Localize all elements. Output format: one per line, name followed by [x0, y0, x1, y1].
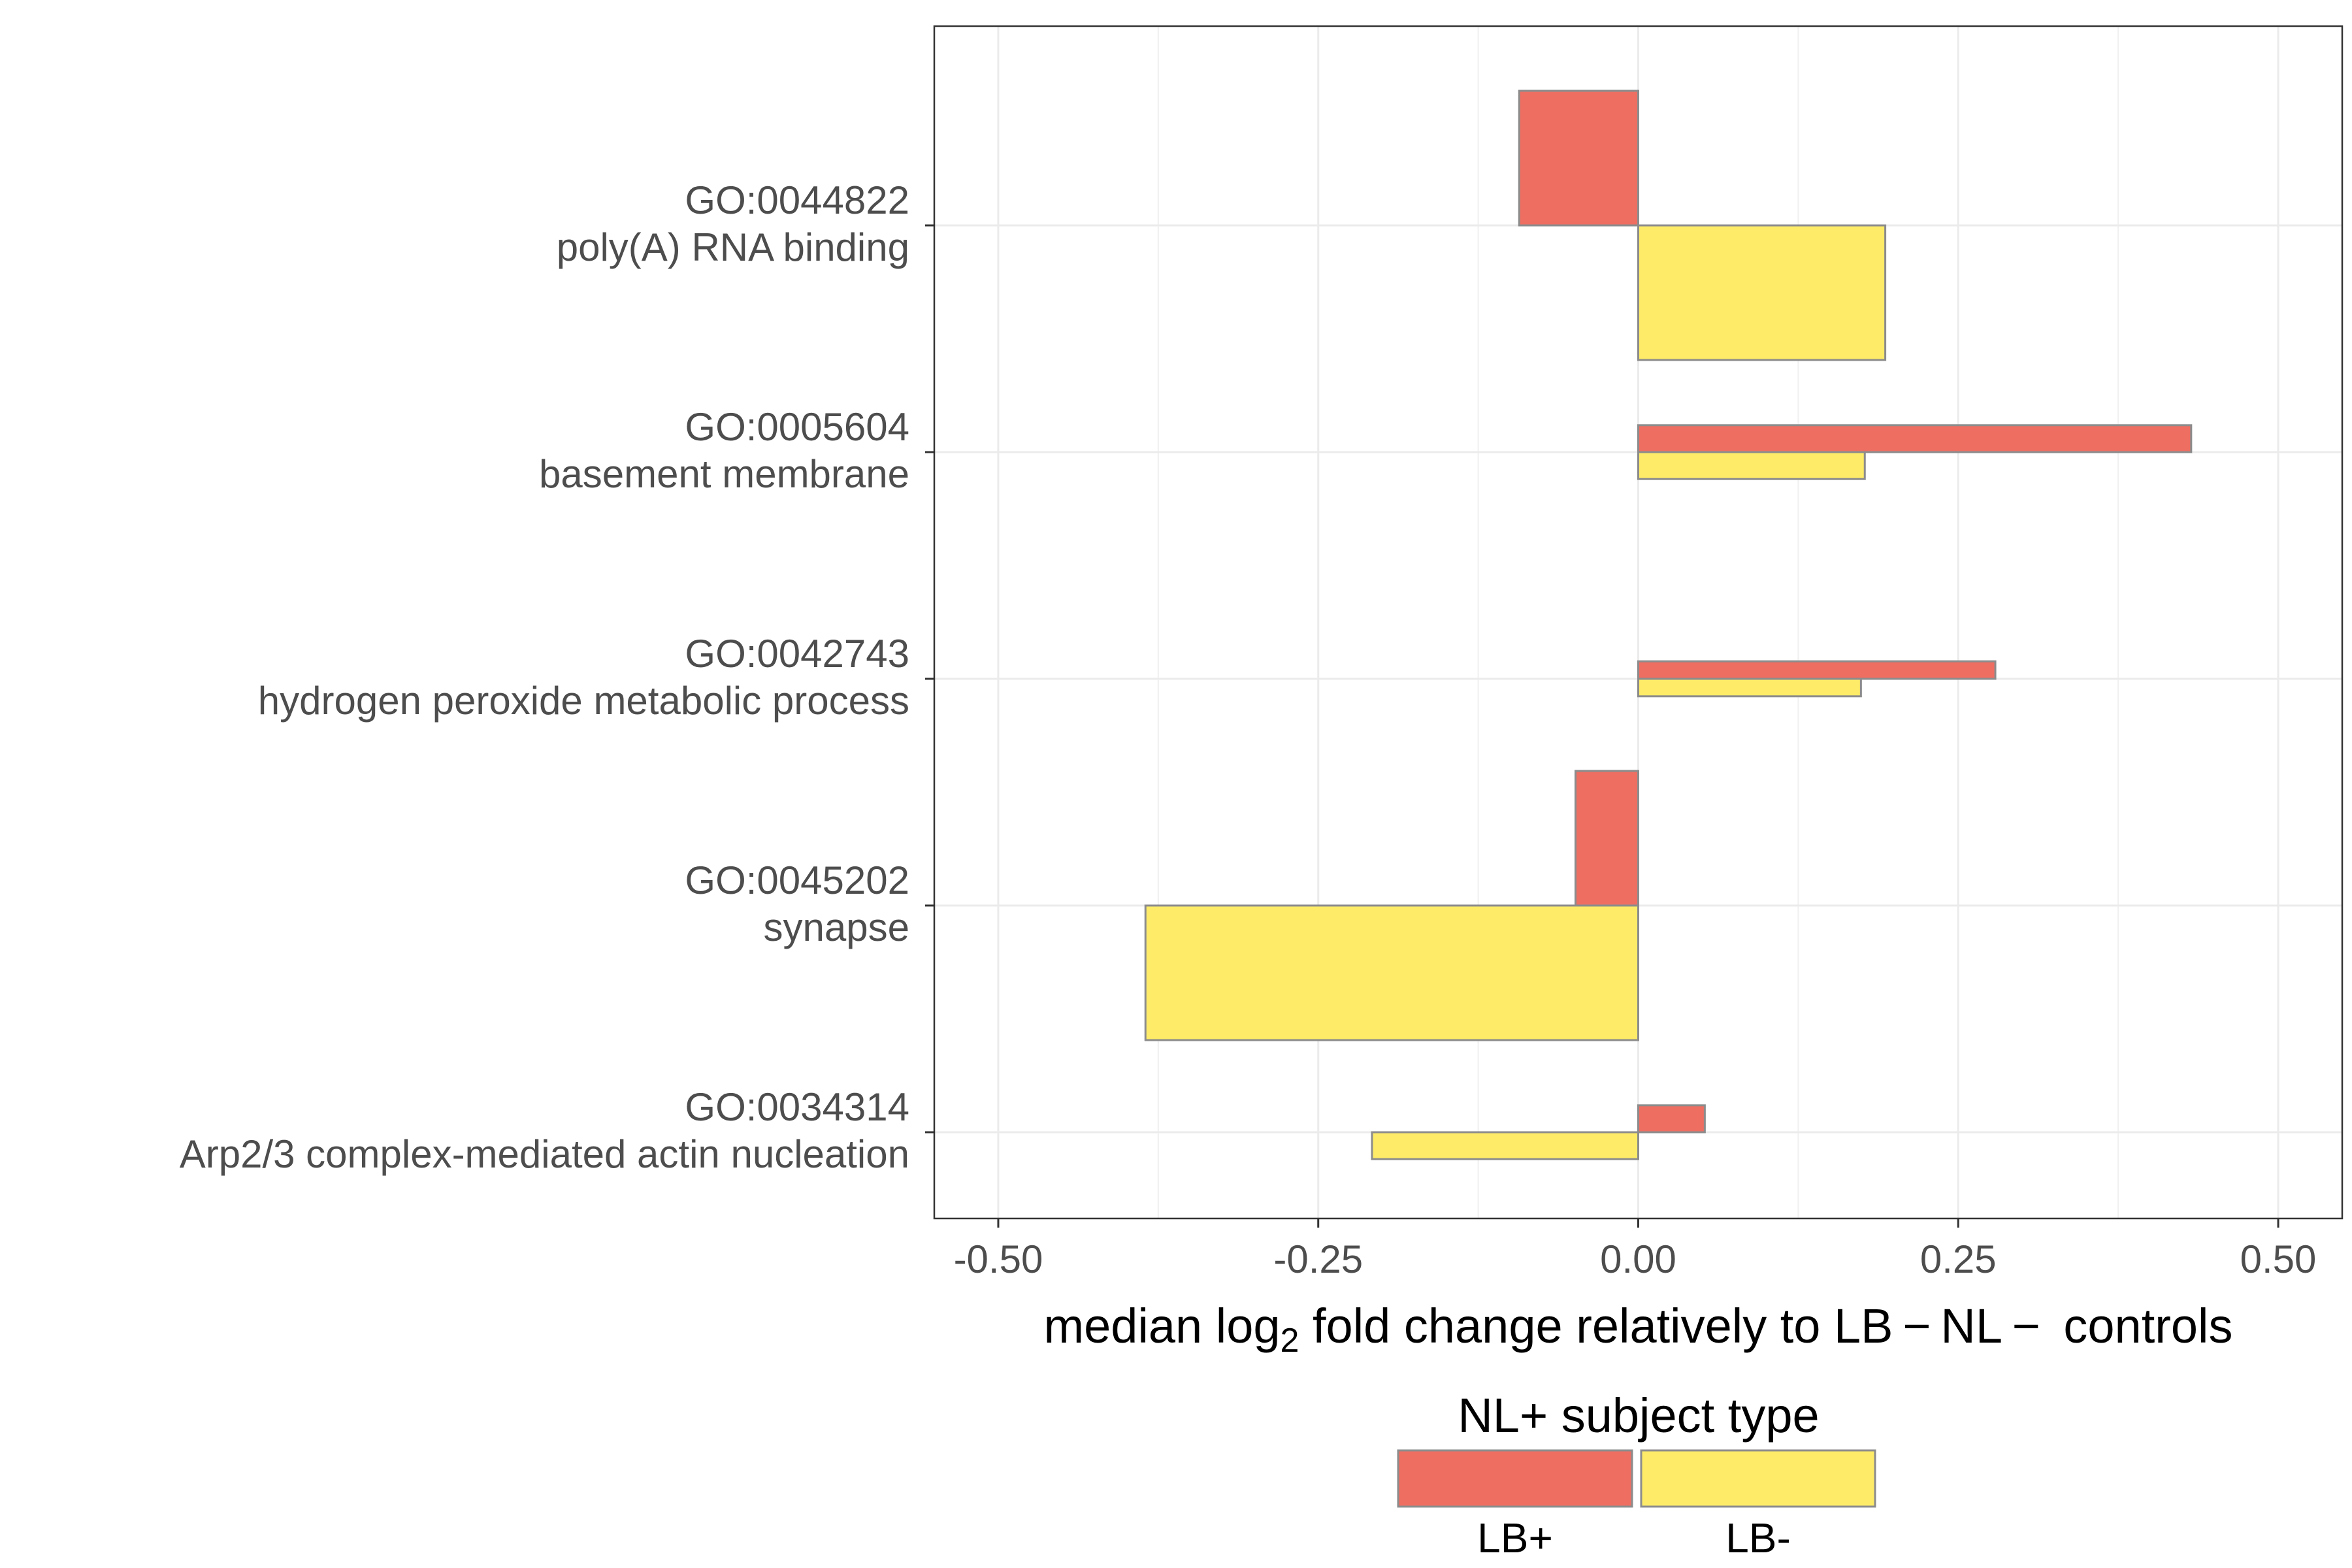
x-axis-title-part1: median log	[1044, 1299, 1281, 1353]
legend-label: LB+	[1477, 1514, 1553, 1561]
x-tick-label: 0.00	[1600, 1237, 1676, 1281]
y-tick-label-name: hydrogen peroxide metabolic process	[258, 679, 909, 723]
bar-lbminus-1	[1637, 224, 1887, 361]
y-tick-label-id: GO:0045202	[685, 858, 909, 902]
y-tick-label-id: GO:0005604	[685, 405, 909, 449]
y-tick-label-name: basement membrane	[539, 452, 909, 496]
y-tick-label-name: poly(A) RNA binding	[557, 225, 909, 269]
y-tick-label-name: Arp2/3 complex-mediated actin nucleation	[180, 1132, 909, 1176]
x-axis-title: median log2 fold change relatively to LB…	[1044, 1299, 2233, 1360]
bar-lbplus-2	[1637, 424, 2193, 453]
bar-lbminus-3	[1637, 678, 1862, 698]
x-axis-title-part2: fold change relatively to LB − NL − cont…	[1299, 1299, 2232, 1353]
bar-lbplus-3	[1637, 660, 1997, 680]
x-tick-label: 0.50	[2240, 1237, 2317, 1281]
bar-lbminus-5	[1371, 1131, 1639, 1160]
x-axis-title-subscript: 2	[1281, 1322, 1299, 1360]
legend-key	[1640, 1449, 1876, 1508]
legend-key	[1397, 1449, 1633, 1508]
bar-lbminus-2	[1637, 451, 1866, 480]
x-tick-label: -0.50	[954, 1237, 1043, 1281]
y-tick-label-id: GO:0044822	[685, 178, 909, 222]
bar-lbminus-4	[1144, 904, 1639, 1041]
bars	[1144, 90, 2193, 1160]
x-tick-label: 0.25	[1920, 1237, 1997, 1281]
x-axis: -0.50 -0.25 0.00 0.25 0.50	[954, 1218, 2317, 1281]
y-tick-label-name: synapse	[764, 906, 909, 949]
bar-lbplus-5	[1637, 1104, 1706, 1134]
legend: NL+ subject type LB+ LB-	[1397, 1388, 1876, 1561]
x-tick-label: -0.25	[1273, 1237, 1363, 1281]
legend-label: LB-	[1725, 1514, 1791, 1561]
y-tick-label-id: GO:0042743	[685, 632, 909, 676]
legend-title: NL+ subject type	[1458, 1388, 1819, 1443]
bar-lbplus-1	[1518, 90, 1639, 227]
y-tick-label-id: GO:0034314	[685, 1085, 909, 1129]
bar-lbplus-4	[1575, 770, 1640, 907]
